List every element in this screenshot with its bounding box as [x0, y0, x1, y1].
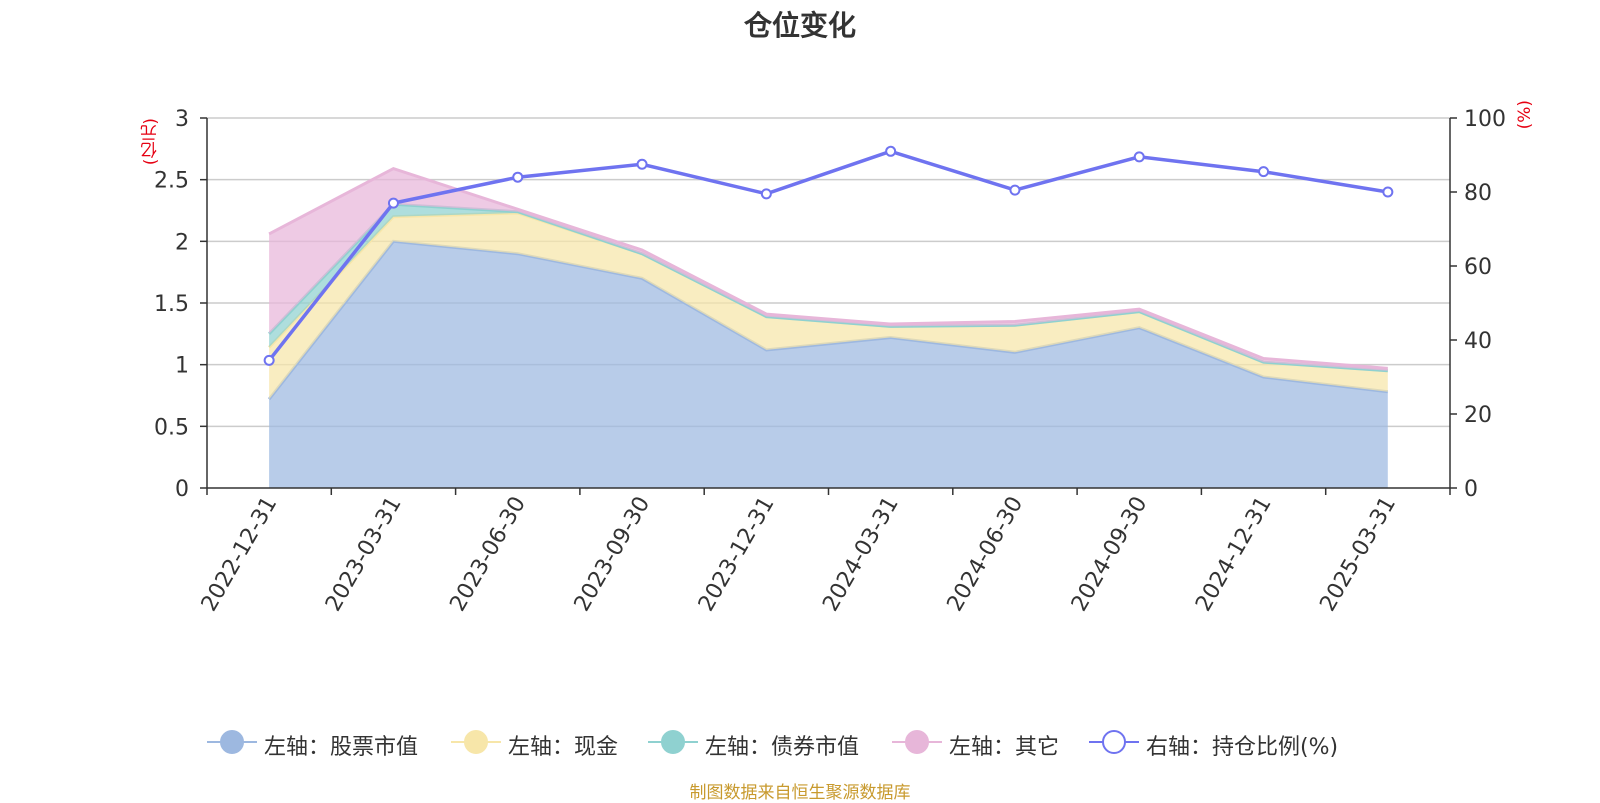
right-tick-label: 0 — [1464, 477, 1478, 502]
x-tick-label: 2022-12-31 — [197, 493, 283, 616]
area-series-3 — [269, 168, 1388, 371]
ratio-line — [263, 145, 1394, 366]
ratio-point — [1382, 186, 1394, 198]
legend: 左轴：股票市值 左轴：现金 左轴：债券市值 左轴：其它 右轴：持仓比例(%) — [0, 722, 1600, 762]
left-tick-label: 1.5 — [154, 292, 189, 317]
right-tick-label: 60 — [1464, 255, 1492, 280]
legend-circle-icon — [207, 730, 257, 754]
ratio-point — [636, 158, 648, 170]
legend-hollow-circle-icon — [1089, 730, 1139, 754]
ratio-point — [512, 171, 524, 183]
x-tick-labels: 2022-12-31 2023-03-31 2023-06-30 2023-09-30… — [197, 492, 1401, 615]
area-series-1 — [269, 213, 1388, 400]
legend-circle-icon — [451, 730, 501, 754]
x-tick-label: 2023-06-30 — [445, 493, 531, 616]
left-axis-label: (亿元) — [141, 118, 161, 166]
legend-circle-icon — [648, 730, 698, 754]
left-tick-label: 2.5 — [154, 169, 189, 194]
ratio-point — [1258, 166, 1270, 178]
source-note: 制图数据来自恒生聚源数据库 — [689, 783, 911, 803]
right-tick-label: 40 — [1464, 329, 1492, 354]
left-tick-label: 2 — [175, 230, 189, 255]
x-tick-label: 2023-12-31 — [694, 493, 780, 616]
right-tick-label: 80 — [1464, 181, 1492, 206]
x-tick-label: 2024-06-30 — [943, 492, 1029, 615]
left-tick-label: 0 — [175, 477, 189, 502]
left-tick-label: 3 — [175, 107, 189, 132]
ratio-point — [387, 197, 399, 209]
legend-label: 左轴：债券市值 — [705, 735, 860, 760]
left-tick-label: 0.5 — [154, 415, 189, 440]
ratio-point — [760, 188, 772, 200]
ratio-point — [1133, 151, 1145, 163]
stacked-areas — [267, 166, 1388, 488]
ratio-line-path — [267, 149, 1389, 362]
legend-label: 左轴：其它 — [949, 735, 1060, 760]
x-tick-label: 2023-03-31 — [321, 493, 407, 616]
x-tick-label: 2025-03-31 — [1315, 493, 1401, 616]
ratio-point — [1009, 184, 1021, 196]
x-tick-label: 2024-09-30 — [1067, 493, 1153, 616]
right-tick-label: 20 — [1464, 403, 1492, 428]
right-axis-label: (%) — [1515, 100, 1535, 130]
axes: 0 0.5 1 1.5 2 2.5 3 0 20 40 60 80 100 — [154, 107, 1506, 502]
ratio-point — [263, 354, 275, 366]
legend-circle-icon — [892, 730, 942, 754]
legend-label: 左轴：股票市值 — [264, 735, 419, 760]
left-tick-label: 1 — [175, 354, 189, 379]
right-tick-label: 100 — [1464, 107, 1506, 132]
legend-label: 右轴：持仓比例(%) — [1146, 735, 1339, 760]
x-tick-label: 2024-03-31 — [818, 493, 904, 616]
x-tick-label: 2024-12-31 — [1191, 493, 1277, 616]
area-series-0 — [269, 241, 1388, 488]
x-tick-label: 2023-09-30 — [570, 493, 656, 616]
chart-title: 仓位变化 — [743, 9, 856, 42]
ratio-point — [885, 145, 897, 157]
legend-label: 左轴：现金 — [508, 735, 619, 760]
